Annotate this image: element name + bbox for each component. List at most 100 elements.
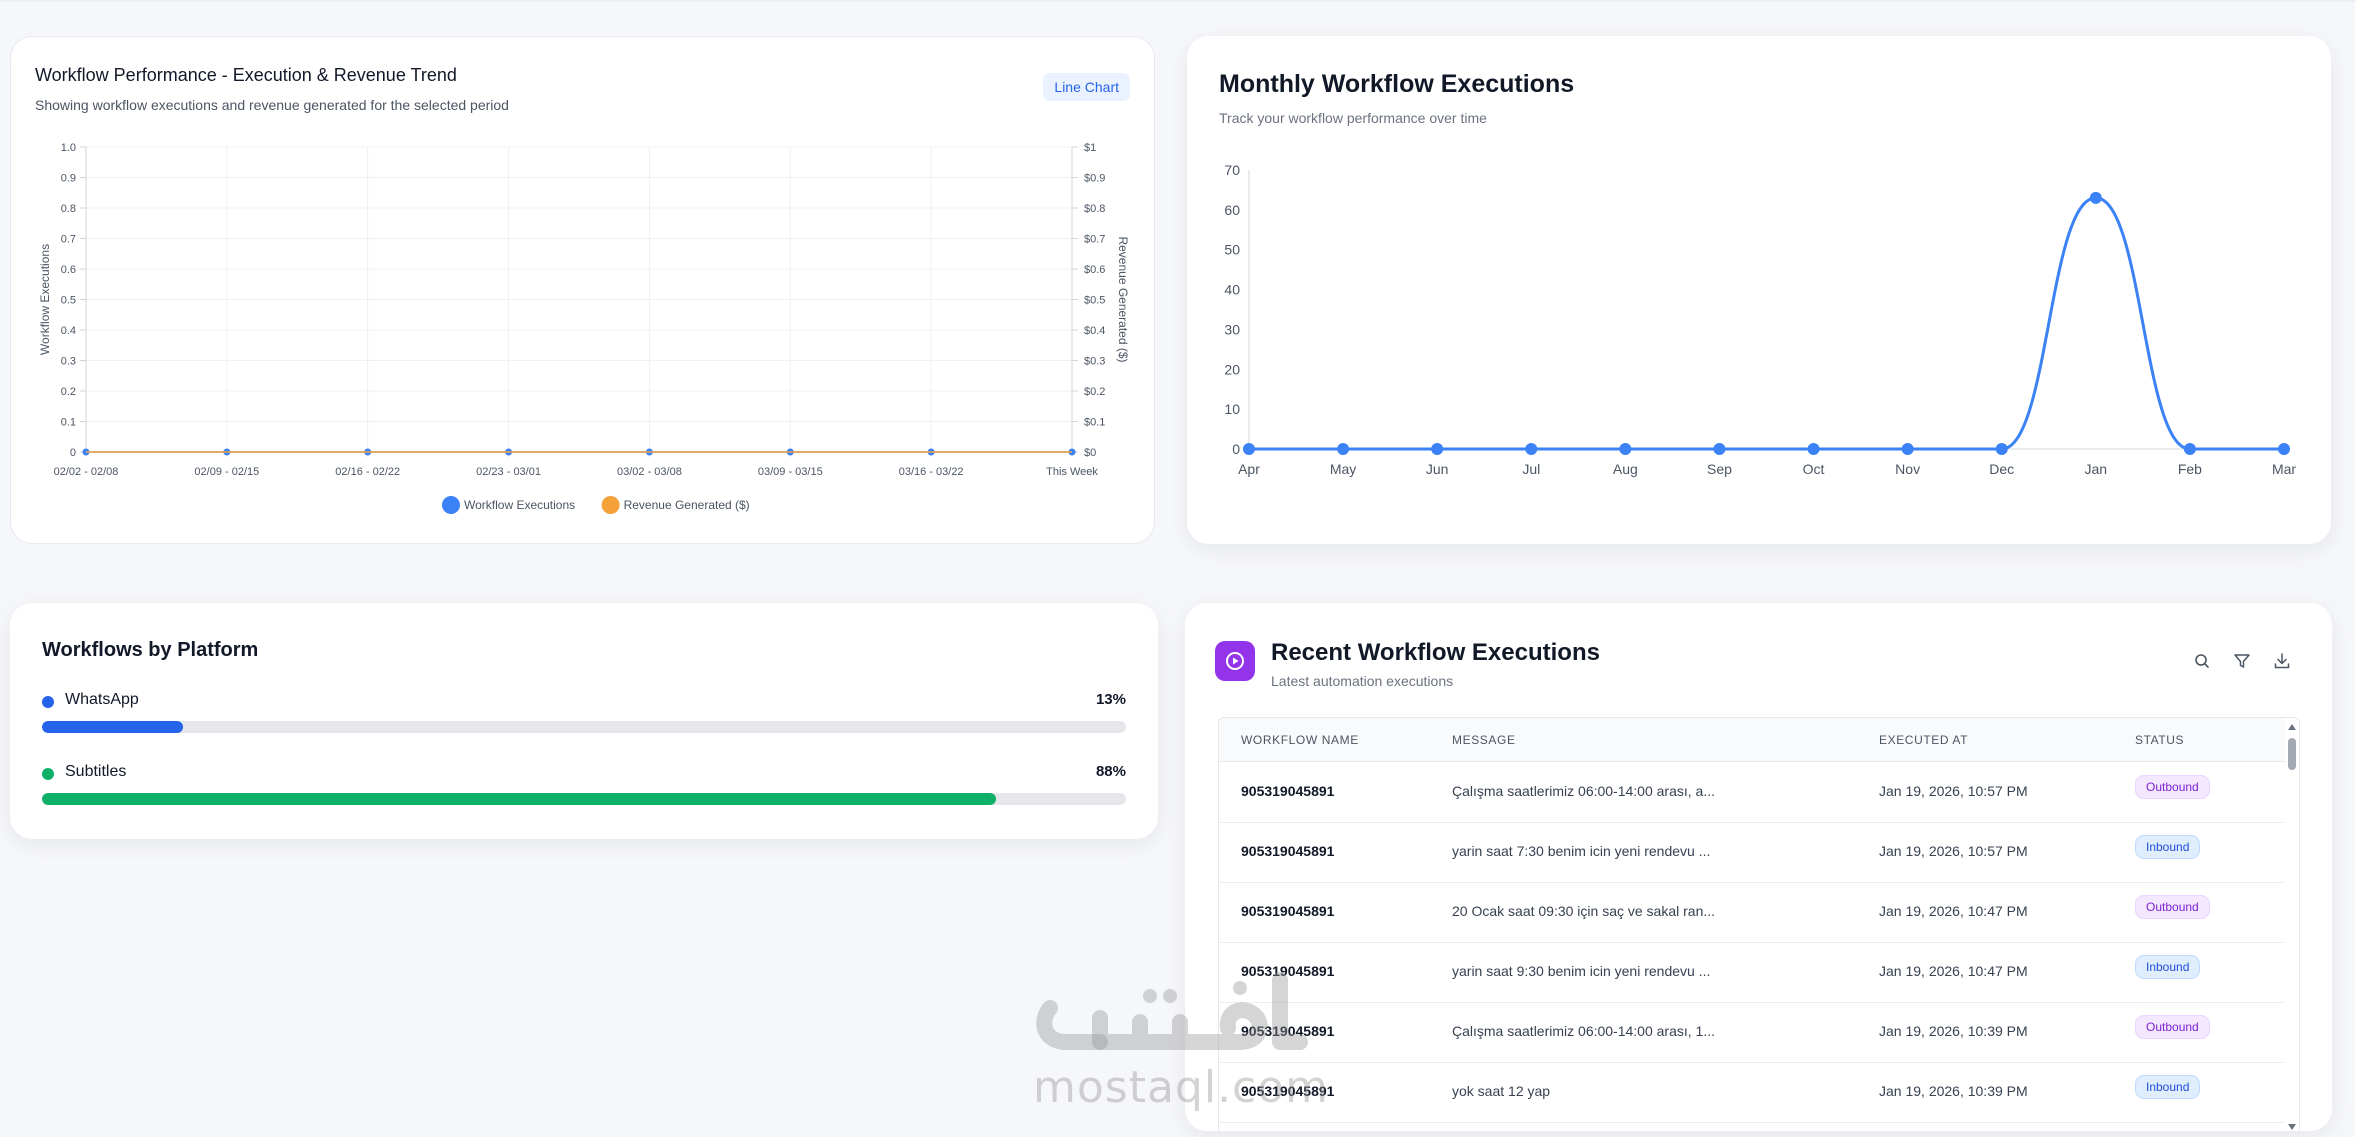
y2-tick-label: $0.2 (1084, 386, 1105, 398)
platform-row-whatsapp: WhatsApp 13% (42, 691, 1126, 751)
x-tick-label: 03/16 - 03/22 (899, 466, 964, 478)
table-header: WORKFLOW NAME MESSAGE EXECUTED AT STATUS (1219, 718, 2285, 762)
data-point (2089, 191, 2102, 204)
y2-axis-title: Revenue Generated ($) (1116, 236, 1130, 362)
recent-subtitle: Latest automation executions (1271, 673, 1454, 689)
data-point (1243, 443, 1255, 455)
legend-label: Revenue Generated ($) (624, 498, 750, 512)
x-tick-label: Nov (1895, 461, 1920, 477)
y2-tick-label: $0.4 (1084, 325, 1105, 337)
platforms-title: Workflows by Platform (42, 639, 259, 661)
scrollbar-thumb[interactable] (2288, 738, 2296, 770)
chart-type-badge[interactable]: Line Chart (1043, 73, 1130, 101)
x-tick-label: 02/09 - 02/15 (194, 466, 259, 478)
performance-card: Workflow Performance - Execution & Reven… (10, 36, 1155, 544)
status-badge: Inbound (2135, 1075, 2201, 1099)
play-circle-icon (1215, 641, 1255, 681)
executed-at: Jan 19, 2026, 10:39 PM (1879, 1083, 2028, 1099)
executed-at: Jan 19, 2026, 10:57 PM (1879, 783, 2028, 799)
y-tick-label: 0.6 (61, 264, 76, 276)
download-icon[interactable] (2271, 650, 2293, 672)
filter-icon[interactable] (2231, 650, 2253, 672)
progress-fill-whatsapp (42, 721, 183, 733)
table-body: 905319045891 Çalışma saatlerimiz 06:00-1… (1219, 763, 2285, 1123)
progress-track (42, 721, 1126, 733)
executions-table: WORKFLOW NAME MESSAGE EXECUTED AT STATUS… (1218, 717, 2300, 1131)
x-tick-label: Oct (1803, 461, 1825, 477)
y2-tick-label: $0 (1084, 447, 1096, 459)
data-point (1431, 443, 1444, 455)
status-badge: Outbound (2135, 775, 2210, 799)
column-header-status[interactable]: STATUS (2135, 733, 2185, 747)
executed-at: Jan 19, 2026, 10:47 PM (1879, 903, 2028, 919)
executed-at: Jan 19, 2026, 10:39 PM (1879, 1023, 2028, 1039)
table-scrollbar[interactable] (2285, 718, 2299, 1131)
platform-percent: 13% (1095, 691, 1126, 708)
table-row[interactable]: 905319045891 20 Ocak saat 09:30 için saç… (1219, 883, 2285, 943)
platform-percent: 88% (1095, 763, 1126, 780)
workflow-name: 905319045891 (1241, 1023, 1335, 1039)
x-tick-label: May (1330, 461, 1356, 477)
table-row[interactable]: 905319045891 yarin saat 9:30 benim icin … (1219, 943, 2285, 1003)
message: 20 Ocak saat 09:30 için saç ve sakal ran… (1452, 903, 1716, 919)
platform-name: Subtitles (65, 763, 127, 780)
y-tick-label: 30 (1224, 321, 1240, 337)
message: yok saat 12 yap (1452, 1083, 1551, 1099)
column-header-message[interactable]: MESSAGE (1452, 733, 1516, 747)
executed-at: Jan 19, 2026, 10:57 PM (1879, 843, 2028, 859)
column-header-workflow[interactable]: WORKFLOW NAME (1241, 733, 1359, 747)
x-tick-label: Dec (1989, 461, 2014, 477)
series-line (1248, 196, 2284, 451)
scroll-up-arrow-icon[interactable] (2288, 724, 2296, 730)
x-tick-label: Jul (1522, 461, 1540, 477)
y-tick-label: 50 (1224, 242, 1240, 258)
data-point (1901, 443, 1914, 455)
table-row[interactable]: 905319045891 yok saat 12 yap Jan 19, 202… (1219, 1063, 2285, 1123)
executed-at: Jan 19, 2026, 10:47 PM (1879, 963, 2028, 979)
y2-tick-label: $0.8 (1084, 203, 1105, 215)
y2-tick-label: $1 (1084, 142, 1096, 154)
data-point (1337, 443, 1350, 455)
monthly-chart: 0 10 20 30 40 50 60 70 Apr May Jun Jul Aug Sep Oct Nov D… (1224, 162, 2296, 477)
y-axis-title: Workflow Executions (38, 244, 52, 355)
table-row[interactable]: 905319045891 Çalışma saatlerimiz 06:00-1… (1219, 763, 2285, 823)
status-badge: Outbound (2135, 895, 2210, 919)
y2-tick-label: $0.7 (1084, 234, 1105, 246)
subtitles-dot (42, 768, 54, 780)
progress-track (42, 793, 1126, 805)
table-row[interactable]: 905319045891 yarin saat 7:30 benim icin … (1219, 823, 2285, 883)
message: yarin saat 9:30 benim icin yeni rendevu … (1452, 963, 1711, 979)
scroll-down-arrow-icon[interactable] (2288, 1124, 2296, 1130)
x-tick-label: Jun (1426, 461, 1449, 477)
y2-tick-label: $0.6 (1084, 264, 1105, 276)
y-tick-label: 0.5 (61, 295, 76, 307)
search-icon[interactable] (2191, 650, 2213, 672)
column-header-executed-at[interactable]: EXECUTED AT (1879, 733, 1969, 747)
workflow-name: 905319045891 (1241, 843, 1335, 859)
y-tick-label: 10 (1224, 401, 1240, 417)
legend-swatch (442, 496, 460, 514)
y2-tick-label: $0.9 (1084, 173, 1105, 185)
y-tick-label: 0.2 (61, 386, 76, 398)
y2-tick-label: $0.3 (1084, 356, 1105, 368)
status-badge: Inbound (2135, 955, 2201, 979)
table-row[interactable]: 905319045891 Çalışma saatlerimiz 06:00-1… (1219, 1003, 2285, 1063)
performance-subtitle: Showing workflow executions and revenue … (35, 97, 509, 113)
legend-swatch (601, 496, 620, 514)
y-tick-label: 1.0 (61, 142, 76, 154)
y-tick-label: 20 (1224, 361, 1240, 377)
monthly-executions-card: Monthly Workflow Executions Track your w… (1187, 36, 2331, 544)
performance-chart: 0 $0 0.1 $0.1 0.2 $0.2 0.3 $0.3 0.4 $0.4 0.5 $0.5 0.… (38, 142, 1130, 514)
whatsapp-dot (42, 696, 54, 708)
data-point (1713, 443, 1726, 455)
y-tick-label: 0.4 (61, 325, 76, 337)
y2-tick-label: $0.5 (1084, 295, 1105, 307)
x-tick-label: Aug (1613, 461, 1638, 477)
monthly-subtitle: Track your workflow performance over tim… (1219, 110, 1487, 126)
status-badge: Outbound (2135, 1015, 2210, 1039)
recent-executions-card: Recent Workflow Executions Latest automa… (1185, 603, 2332, 1131)
performance-title: Workflow Performance - Execution & Reven… (35, 65, 457, 85)
x-tick-label: This Week (1046, 466, 1098, 478)
x-tick-label: Feb (2178, 461, 2202, 477)
workflow-name: 905319045891 (1241, 783, 1335, 799)
